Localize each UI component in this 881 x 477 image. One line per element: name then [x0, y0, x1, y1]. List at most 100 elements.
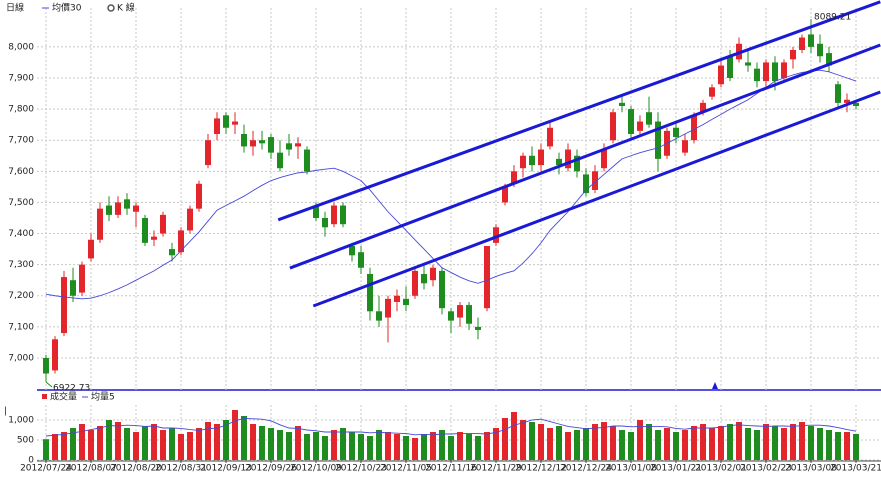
candle-body — [556, 158, 562, 166]
x-tick-label: 2012/08/31 — [155, 464, 207, 474]
x-tick-label: 2012/07/24 — [20, 464, 72, 474]
volume-bar — [70, 428, 76, 460]
candle-body — [646, 112, 652, 125]
candle-body — [214, 118, 220, 134]
low-annotation: 6922.73 — [53, 383, 90, 393]
volume-bar — [214, 424, 220, 460]
volume-bar — [763, 424, 769, 460]
volume-bar — [502, 418, 508, 460]
volume-bar — [475, 436, 481, 460]
volume-bar — [637, 420, 643, 460]
volume-bar — [106, 420, 112, 460]
candle-body — [430, 267, 436, 281]
volume-bar — [178, 434, 184, 460]
y-tick-label: 7,500 — [8, 198, 34, 208]
candle-body — [223, 115, 229, 128]
candle-body — [808, 34, 814, 47]
volume-bar — [124, 428, 130, 460]
candle-body — [106, 205, 112, 215]
candle-body — [817, 43, 823, 57]
candle-body — [304, 149, 310, 172]
candle-body — [331, 205, 337, 225]
x-tick-label: 2012/12/24 — [560, 464, 612, 474]
candle-body — [439, 270, 445, 309]
candle-body — [700, 102, 706, 113]
volume-bar — [556, 426, 562, 460]
volume-bar — [169, 428, 175, 460]
volume-bar — [160, 430, 166, 460]
candle-body — [169, 249, 175, 256]
volume-bar — [484, 432, 490, 460]
volume-bar — [448, 436, 454, 460]
volume-bar — [511, 412, 517, 460]
x-tick-label: 2013/03/21 — [830, 464, 881, 474]
legend-label: 成交量 — [50, 391, 77, 403]
legend-swatch — [42, 394, 47, 399]
volume-bar — [430, 432, 436, 460]
volume-bar — [583, 428, 589, 460]
volume-bar — [61, 432, 67, 460]
candle-body — [340, 205, 346, 225]
candle-body — [511, 171, 517, 184]
candle-body — [367, 273, 373, 312]
x-tick-label: 2012/08/07 — [65, 464, 117, 474]
legend-swatch — [107, 4, 115, 12]
x-tick-label: 2012/11/05 — [380, 464, 432, 474]
volume-bar — [826, 430, 832, 460]
volume-bar — [97, 426, 103, 460]
candle-body — [835, 84, 841, 103]
candle-body — [547, 127, 553, 147]
volume-bar — [628, 432, 634, 460]
candle-body — [655, 121, 661, 159]
volume-bar — [736, 422, 742, 460]
candle-body — [412, 270, 418, 296]
candle-body — [799, 37, 805, 50]
y-tick-label: 7,800 — [8, 105, 34, 115]
volume-bar — [808, 426, 814, 460]
candle-body — [79, 264, 85, 293]
candle-body — [475, 326, 481, 330]
legend-label: 均價30 — [52, 2, 82, 14]
volume-bar — [655, 430, 661, 460]
candle-body — [385, 298, 391, 318]
candle-body — [754, 68, 760, 82]
candle-body — [313, 205, 319, 218]
volume-bar — [727, 424, 733, 460]
volume-ma-line — [45, 417, 857, 437]
x-tick-label: 2012/11/16 — [425, 464, 477, 474]
volume-bar — [394, 434, 400, 460]
candle-body — [259, 140, 265, 144]
volume-bar — [412, 438, 418, 460]
x-tick-label: 2012/09/13 — [200, 464, 252, 474]
candle-body — [772, 62, 778, 82]
candle-body — [142, 217, 148, 243]
volume-bar — [547, 428, 553, 460]
volume-bar — [493, 428, 499, 460]
volume-bar — [403, 436, 409, 460]
volume-bar — [421, 434, 427, 460]
candle-body — [502, 186, 508, 203]
candle-body — [232, 121, 238, 125]
candle-body — [592, 171, 598, 190]
volume-bar — [781, 428, 787, 460]
volume-bar — [115, 422, 121, 460]
volume-bar — [745, 428, 751, 460]
y-tick-label: 500 — [17, 436, 34, 446]
y-tick-label: 7,700 — [8, 136, 34, 146]
high-annotation: 8089.21 — [814, 13, 851, 23]
candle-body — [421, 273, 427, 284]
candle-body — [691, 115, 697, 141]
marker — [712, 382, 718, 389]
volume-bar — [610, 426, 616, 460]
volume-axis-mark: | — [4, 407, 7, 417]
y-tick-label: 7,000 — [8, 353, 34, 363]
candle-body — [196, 183, 202, 209]
candle-body — [745, 62, 751, 66]
candle-body — [115, 202, 121, 215]
candle-body — [277, 152, 283, 169]
candle-body — [520, 155, 526, 169]
x-tick-label: 2013/01/08 — [605, 464, 657, 474]
candle-body — [529, 155, 535, 166]
